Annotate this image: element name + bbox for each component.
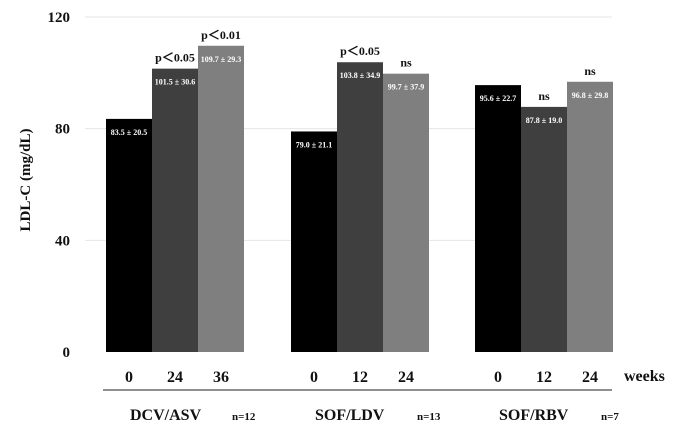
significance-label: ns [538,89,550,103]
x-tick-label: 24 [398,369,414,386]
significance-label: ns [400,56,412,70]
group-name: SOF/LDV [315,407,385,424]
bar [567,81,613,353]
x-tick-label: 36 [213,369,229,386]
bar-value-label: 103.8 ± 34.9 [340,71,380,80]
bar-value-label: 99.7 ± 37.9 [388,83,424,92]
x-unit-label: weeks [624,368,665,385]
x-tick-label: 0 [310,369,318,386]
bar [475,85,521,352]
bar [383,73,429,352]
x-tick-label: 12 [536,369,552,386]
x-tick-label: 12 [352,369,368,386]
significance-label: p＜0.05 [340,44,380,58]
bar [291,131,337,352]
bar-value-label: 101.5 ± 30.6 [155,78,195,87]
group-n: n=7 [601,411,619,423]
group-n: n=13 [417,411,441,423]
group-name: SOF/RBV [499,407,569,424]
x-tick-label: 0 [125,369,133,386]
x-tick-label: 0 [494,369,502,386]
bar [521,106,567,353]
group-name: DCV/ASV [130,407,202,424]
bar-value-label: 83.5 ± 20.5 [111,128,147,137]
y-tick-label: 0 [63,345,71,361]
y-tick-label: 80 [55,122,70,138]
significance-label: p＜0.05 [155,51,195,65]
bar [198,45,244,353]
group-n: n=12 [232,411,256,423]
y-axis-label: LDL-C (mg/dL) [18,129,34,232]
bar [152,68,198,352]
bar [337,62,383,352]
significance-label: ns [584,64,596,78]
bar-value-label: 109.7 ± 29.3 [201,55,241,64]
bar-value-label: 79.0 ± 21.1 [296,140,332,149]
y-tick-label: 40 [55,233,70,249]
y-tick-label: 120 [48,10,71,26]
bar-value-label: 95.6 ± 22.7 [480,94,516,103]
bar [106,118,152,352]
x-tick-label: 24 [582,369,598,386]
bar-value-label: 96.8 ± 29.8 [572,91,608,100]
x-tick-label: 24 [167,369,183,386]
bar-value-label: 87.8 ± 19.0 [526,116,562,125]
bar-layer [106,45,613,353]
significance-label: p＜0.01 [201,28,241,42]
